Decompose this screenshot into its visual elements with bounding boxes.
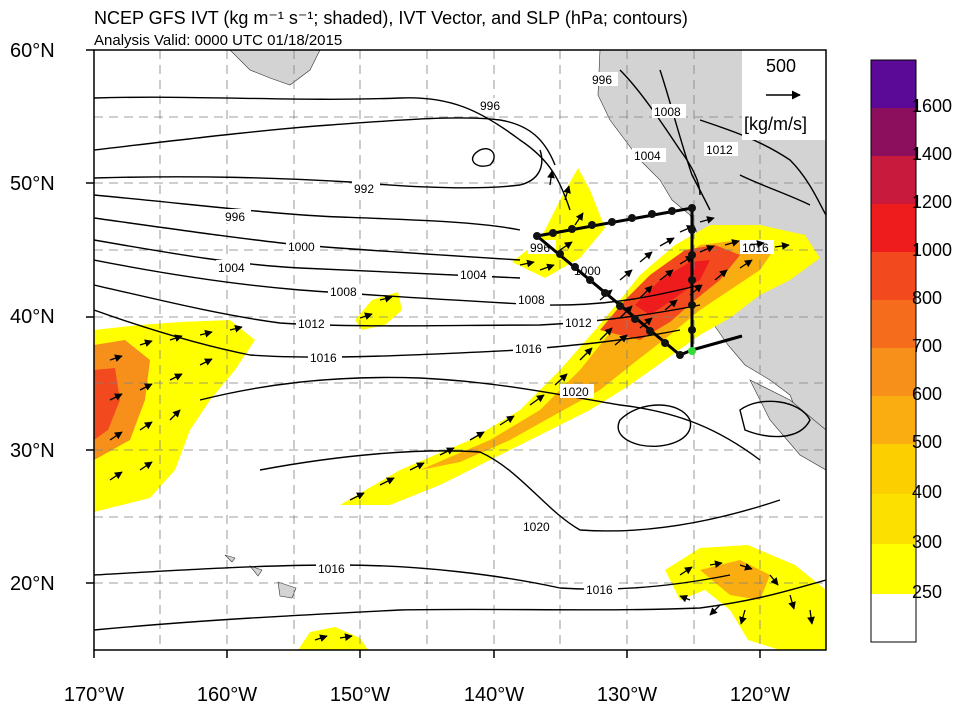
lat-label-60n: 60°N [10,40,55,62]
contour-label: 1004 [218,261,245,275]
axis-ticks [86,49,761,658]
colorbar-swatch-800 [871,252,916,300]
contour-label: 1016 [586,583,613,597]
reference-vector-value: 500 [766,56,797,76]
contour-label: 1016 [515,342,542,356]
colorbar-swatch-400 [871,444,916,494]
lat-label-20n: 20°N [10,573,55,595]
lat-label-40n: 40°N [10,306,55,328]
colorbar-swatch-1200 [871,156,916,204]
lon-label-170w: 170°W [63,684,125,706]
baja-coast [749,379,826,471]
analysis-valid-time: Analysis Valid: 0000 UTC 01/18/2015 [94,32,343,49]
colorbar-swatch-1000 [871,204,916,252]
colorbar-swatch-300 [871,494,916,544]
contour-label: 992 [354,182,374,196]
lon-label-150w: 150°W [329,684,391,706]
colorbar-label-1400: 1400 [912,144,953,164]
contour-label: 1000 [574,264,601,278]
colorbar-swatch-250 [871,544,916,594]
colorbar-label-800: 800 [912,288,943,308]
colorbar-label-300: 300 [912,532,943,552]
alaska-coast [229,50,321,86]
ivt-south-patch [298,627,368,650]
contour-label: 1012 [565,316,592,330]
contour-label: 1008 [330,285,357,299]
lon-label-160w: 160°W [196,684,258,706]
ivt-small-patch [355,292,402,330]
colorbar-swatch-below [871,594,916,642]
contour-label: 1020 [562,385,589,399]
colorbar-label-400: 400 [912,482,943,502]
map-title: NCEP GFS IVT (kg m⁻¹ s⁻¹; shaded), IVT V… [94,8,688,28]
colorbar-label-1600: 1600 [912,96,953,116]
contour-label: 996 [592,73,612,87]
reference-vector-unit: [kg/m/s] [744,114,808,134]
colorbar-label-250: 250 [912,582,943,602]
contour-label: 996 [225,210,245,224]
colorbar-swatch-500 [871,396,916,444]
ivt-west-inner [94,368,120,440]
contour-label: 1020 [523,520,550,534]
lat-label-30n: 30°N [10,440,55,462]
contour-label: 1016 [310,351,337,365]
contour-label: 1004 [460,268,487,282]
lon-label-140w: 140°W [463,684,525,706]
contour-label: 996 [480,99,500,113]
colorbar-swatch-1400 [871,108,916,156]
hawaii-islands [224,554,297,599]
contour-label: 1016 [318,562,345,576]
colorbar-label-700: 700 [912,336,943,356]
contour-label: 1008 [518,293,545,307]
slp-contours [94,69,826,631]
colorbar [870,59,917,643]
colorbar-label-1200: 1200 [912,192,953,212]
colorbar-swatch-1600 [871,60,916,108]
contour-label: 1016 [742,241,769,255]
contour-label: 1012 [298,317,325,331]
colorbar-label-600: 600 [912,384,943,404]
lon-label-130w: 130°W [596,684,658,706]
colorbar-label-500: 500 [912,432,943,452]
ivt-vector-field [109,170,815,642]
transect-points [533,204,696,359]
colorbar-label-1000: 1000 [912,240,953,260]
contour-label: 1008 [654,105,681,119]
contour-label: 1000 [288,240,315,254]
lat-label-50n: 50°N [10,173,55,195]
contour-label: 1012 [706,143,733,157]
colorbar-swatch-700 [871,300,916,348]
lon-label-120w: 120°W [729,684,791,706]
contour-label: 1004 [634,149,661,163]
transect-anchor-point [688,347,696,355]
plot-frame [93,49,827,651]
colorbar-swatch-600 [871,348,916,396]
transect [533,204,743,359]
contour-label-group: 996 996 992 996 1000 1004 1004 1008 1008… [216,72,774,597]
